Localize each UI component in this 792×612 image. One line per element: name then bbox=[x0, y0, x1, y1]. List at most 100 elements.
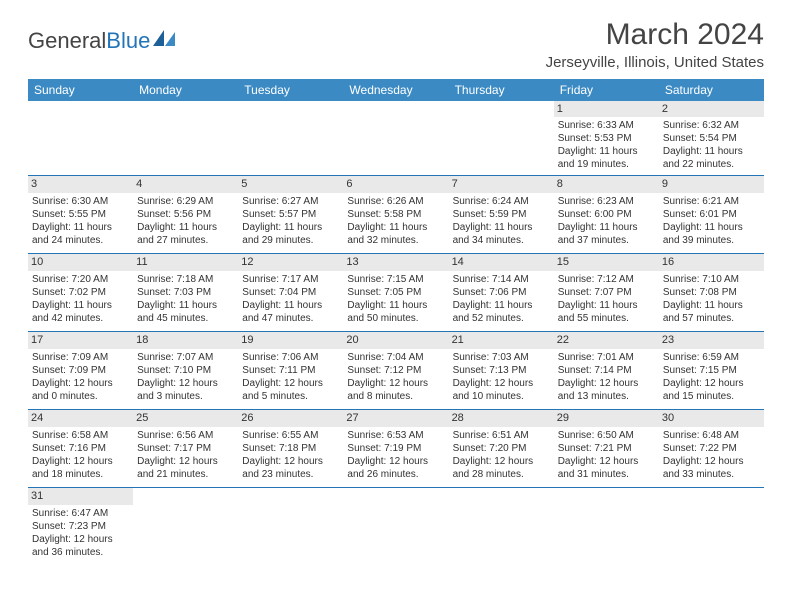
day-number: 28 bbox=[449, 410, 554, 426]
daylight-line: and 3 minutes. bbox=[137, 390, 234, 403]
sunrise-line: Sunrise: 7:12 AM bbox=[558, 273, 655, 286]
sunset-line: Sunset: 7:04 PM bbox=[242, 286, 339, 299]
daylight-line: Daylight: 12 hours bbox=[242, 377, 339, 390]
day-number: 7 bbox=[449, 176, 554, 192]
daylight-line: and 28 minutes. bbox=[453, 468, 550, 481]
sunrise-line: Sunrise: 7:17 AM bbox=[242, 273, 339, 286]
day-header: Thursday bbox=[449, 79, 554, 101]
calendar-week-row: 17Sunrise: 7:09 AMSunset: 7:09 PMDayligh… bbox=[28, 332, 764, 410]
sunset-line: Sunset: 7:06 PM bbox=[453, 286, 550, 299]
calendar-day-cell: 8Sunrise: 6:23 AMSunset: 6:00 PMDaylight… bbox=[554, 176, 659, 254]
daylight-line: and 23 minutes. bbox=[242, 468, 339, 481]
daylight-line: Daylight: 12 hours bbox=[137, 377, 234, 390]
day-header: Sunday bbox=[28, 79, 133, 101]
sunset-line: Sunset: 7:07 PM bbox=[558, 286, 655, 299]
calendar-day-cell: 5Sunrise: 6:27 AMSunset: 5:57 PMDaylight… bbox=[238, 176, 343, 254]
sunset-line: Sunset: 7:10 PM bbox=[137, 364, 234, 377]
day-number: 19 bbox=[238, 332, 343, 348]
daylight-line: Daylight: 12 hours bbox=[453, 377, 550, 390]
daylight-line: and 22 minutes. bbox=[663, 158, 760, 171]
daylight-line: Daylight: 12 hours bbox=[347, 377, 444, 390]
sunrise-line: Sunrise: 6:47 AM bbox=[32, 507, 129, 520]
day-number: 10 bbox=[28, 254, 133, 270]
sunset-line: Sunset: 5:55 PM bbox=[32, 208, 129, 221]
day-number: 18 bbox=[133, 332, 238, 348]
sunset-line: Sunset: 7:14 PM bbox=[558, 364, 655, 377]
sunrise-line: Sunrise: 6:56 AM bbox=[137, 429, 234, 442]
daylight-line: and 31 minutes. bbox=[558, 468, 655, 481]
day-number: 5 bbox=[238, 176, 343, 192]
day-number: 6 bbox=[343, 176, 448, 192]
daylight-line: and 8 minutes. bbox=[347, 390, 444, 403]
day-number: 15 bbox=[554, 254, 659, 270]
sunrise-line: Sunrise: 6:50 AM bbox=[558, 429, 655, 442]
daylight-line: and 26 minutes. bbox=[347, 468, 444, 481]
day-number: 12 bbox=[238, 254, 343, 270]
daylight-line: Daylight: 12 hours bbox=[32, 533, 129, 546]
calendar-day-cell: 15Sunrise: 7:12 AMSunset: 7:07 PMDayligh… bbox=[554, 254, 659, 332]
calendar-day-cell: 28Sunrise: 6:51 AMSunset: 7:20 PMDayligh… bbox=[449, 410, 554, 488]
daylight-line: and 36 minutes. bbox=[32, 546, 129, 559]
sunset-line: Sunset: 7:21 PM bbox=[558, 442, 655, 455]
daylight-line: and 27 minutes. bbox=[137, 234, 234, 247]
sunset-line: Sunset: 7:18 PM bbox=[242, 442, 339, 455]
day-number: 17 bbox=[28, 332, 133, 348]
daylight-line: Daylight: 11 hours bbox=[558, 221, 655, 234]
calendar-day-cell: 9Sunrise: 6:21 AMSunset: 6:01 PMDaylight… bbox=[659, 176, 764, 254]
calendar-day-cell: 25Sunrise: 6:56 AMSunset: 7:17 PMDayligh… bbox=[133, 410, 238, 488]
location: Jerseyville, Illinois, United States bbox=[546, 54, 764, 71]
day-number: 1 bbox=[554, 101, 659, 117]
sunrise-line: Sunrise: 6:27 AM bbox=[242, 195, 339, 208]
sunrise-line: Sunrise: 6:26 AM bbox=[347, 195, 444, 208]
calendar-week-row: 3Sunrise: 6:30 AMSunset: 5:55 PMDaylight… bbox=[28, 176, 764, 254]
calendar-day-cell: 14Sunrise: 7:14 AMSunset: 7:06 PMDayligh… bbox=[449, 254, 554, 332]
sunset-line: Sunset: 7:11 PM bbox=[242, 364, 339, 377]
sunset-line: Sunset: 5:56 PM bbox=[137, 208, 234, 221]
daylight-line: and 55 minutes. bbox=[558, 312, 655, 325]
title-block: March 2024 Jerseyville, Illinois, United… bbox=[546, 18, 764, 71]
calendar-day-cell: 4Sunrise: 6:29 AMSunset: 5:56 PMDaylight… bbox=[133, 176, 238, 254]
daylight-line: and 47 minutes. bbox=[242, 312, 339, 325]
calendar-empty-cell bbox=[133, 488, 238, 564]
calendar-day-cell: 1Sunrise: 6:33 AMSunset: 5:53 PMDaylight… bbox=[554, 101, 659, 176]
daylight-line: and 5 minutes. bbox=[242, 390, 339, 403]
logo-text-2: Blue bbox=[106, 28, 150, 54]
daylight-line: Daylight: 11 hours bbox=[32, 221, 129, 234]
sunrise-line: Sunrise: 6:48 AM bbox=[663, 429, 760, 442]
daylight-line: Daylight: 11 hours bbox=[453, 299, 550, 312]
sunrise-line: Sunrise: 6:23 AM bbox=[558, 195, 655, 208]
day-number: 9 bbox=[659, 176, 764, 192]
calendar-day-cell: 7Sunrise: 6:24 AMSunset: 5:59 PMDaylight… bbox=[449, 176, 554, 254]
day-number: 8 bbox=[554, 176, 659, 192]
daylight-line: and 24 minutes. bbox=[32, 234, 129, 247]
calendar-day-cell: 16Sunrise: 7:10 AMSunset: 7:08 PMDayligh… bbox=[659, 254, 764, 332]
daylight-line: and 15 minutes. bbox=[663, 390, 760, 403]
calendar-empty-cell bbox=[238, 488, 343, 564]
sunset-line: Sunset: 5:54 PM bbox=[663, 132, 760, 145]
daylight-line: Daylight: 12 hours bbox=[663, 377, 760, 390]
day-number: 16 bbox=[659, 254, 764, 270]
daylight-line: Daylight: 12 hours bbox=[453, 455, 550, 468]
logo: GeneralBlue bbox=[28, 28, 175, 54]
day-number: 22 bbox=[554, 332, 659, 348]
daylight-line: Daylight: 11 hours bbox=[32, 299, 129, 312]
daylight-line: Daylight: 12 hours bbox=[242, 455, 339, 468]
daylight-line: Daylight: 12 hours bbox=[137, 455, 234, 468]
sunrise-line: Sunrise: 7:07 AM bbox=[137, 351, 234, 364]
calendar-day-cell: 19Sunrise: 7:06 AMSunset: 7:11 PMDayligh… bbox=[238, 332, 343, 410]
daylight-line: Daylight: 11 hours bbox=[558, 145, 655, 158]
sunset-line: Sunset: 7:12 PM bbox=[347, 364, 444, 377]
day-number: 23 bbox=[659, 332, 764, 348]
daylight-line: Daylight: 11 hours bbox=[347, 221, 444, 234]
daylight-line: Daylight: 11 hours bbox=[347, 299, 444, 312]
day-number: 4 bbox=[133, 176, 238, 192]
calendar-empty-cell bbox=[449, 101, 554, 176]
daylight-line: and 18 minutes. bbox=[32, 468, 129, 481]
daylight-line: and 37 minutes. bbox=[558, 234, 655, 247]
daylight-line: and 45 minutes. bbox=[137, 312, 234, 325]
sunset-line: Sunset: 5:57 PM bbox=[242, 208, 339, 221]
day-header-row: SundayMondayTuesdayWednesdayThursdayFrid… bbox=[28, 79, 764, 101]
daylight-line: Daylight: 12 hours bbox=[32, 377, 129, 390]
sunset-line: Sunset: 5:58 PM bbox=[347, 208, 444, 221]
sunrise-line: Sunrise: 7:03 AM bbox=[453, 351, 550, 364]
